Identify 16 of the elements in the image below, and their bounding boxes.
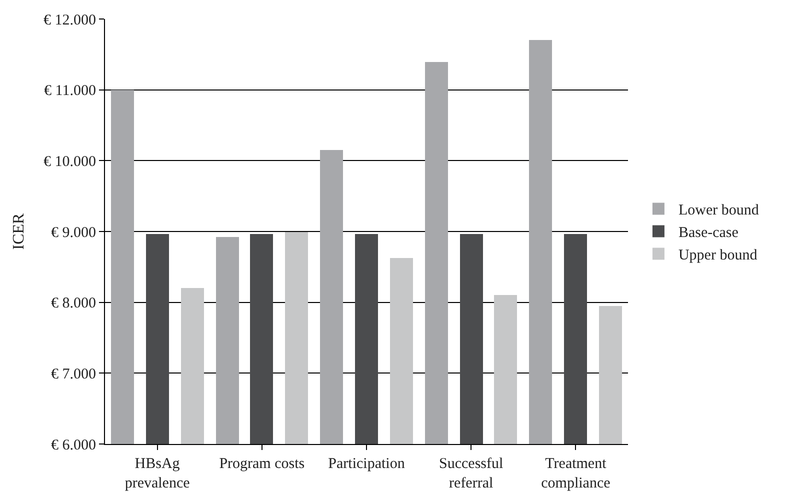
y-tick-label: € 7.000 <box>51 366 96 382</box>
x-tick-label: Treatment compliance <box>541 456 611 492</box>
x-tick-label: HBsAg prevalence <box>124 456 190 492</box>
x-tick-label: Program costs <box>219 456 305 472</box>
legend-label: Upper bound <box>678 248 758 264</box>
y-tick-label: € 11.000 <box>44 83 96 100</box>
y-tick-label: € 10.000 <box>44 154 96 170</box>
legend-label: Base-case <box>678 225 739 242</box>
y-tick-label: € 8.000 <box>51 296 96 312</box>
y-tick-label: € 12.000 <box>44 12 96 28</box>
x-tick-label: Participation <box>328 456 406 472</box>
y-tick-label: € 6.000 <box>51 437 96 454</box>
y-tick-label: € 9.000 <box>51 224 96 241</box>
x-tick-label: Successful referral <box>439 456 504 492</box>
legend-label: Lower bound <box>678 202 760 219</box>
y-axis-title: ICER <box>10 212 28 250</box>
